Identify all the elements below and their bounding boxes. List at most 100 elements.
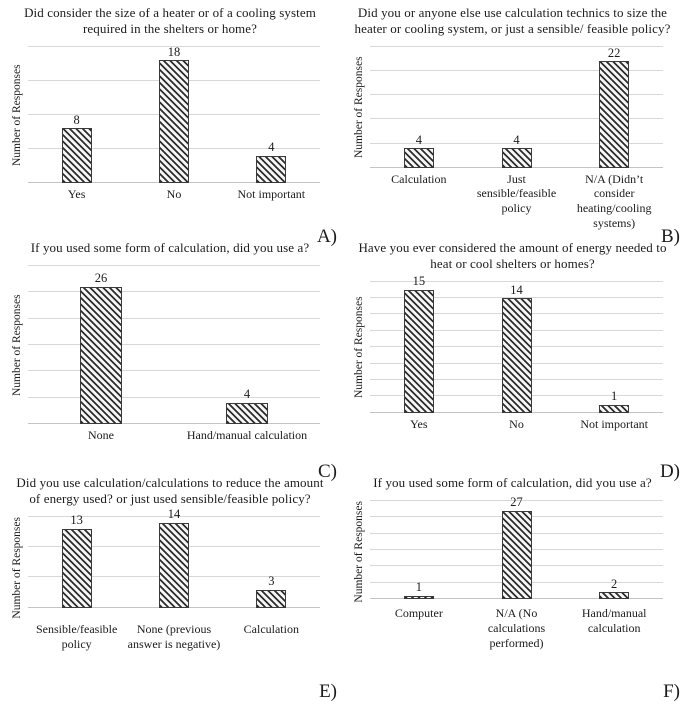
bar-value-label: 14 [167, 507, 181, 522]
x-axis-tick-label: No [509, 416, 524, 431]
bars-group: 4 4 22 [370, 47, 663, 168]
bars-group: 13 14 3 [28, 508, 320, 608]
x-axis-labels: None Hand/manual calculation [28, 424, 320, 443]
chart-area: Number of Responses 13 14 3 [6, 508, 334, 619]
plot-area: 1 27 2 [370, 496, 663, 599]
panel-letter-d: D) [659, 461, 680, 482]
chart-panel-b: Did you or anyone else use calculation t… [342, 0, 685, 246]
bar-slot: 27 [468, 496, 566, 599]
x-axis-tick-label: Hand/manual calculation [581, 606, 647, 636]
x-axis-labels: Calculation Just sensible/feasible policy… [370, 168, 663, 231]
panel-letter-c: C) [318, 461, 337, 482]
panel-letter-b: B) [661, 226, 680, 247]
x-axis-labels: Yes No Not important [28, 183, 320, 202]
chart-panel-c: If you used some form of calculation, di… [0, 235, 342, 481]
bar [403, 289, 434, 413]
bar-value-label: 1 [611, 389, 618, 404]
x-axis-tick-label: Sensible/feasible policy [36, 622, 118, 651]
bar [158, 522, 189, 608]
bar-value-label: 15 [412, 274, 426, 289]
bar [256, 155, 287, 183]
x-axis-labels: Yes No Not important [370, 413, 663, 432]
x-axis-tick-label: No [166, 186, 182, 201]
x-axis-tick-label: Not important [237, 186, 306, 201]
bar-value-label: 1 [415, 580, 422, 595]
chart-title: Have you ever considered the amount of e… [358, 240, 667, 271]
bar-slot: 14 [125, 508, 222, 608]
bar-slot: 2 [565, 501, 663, 599]
x-axis-tick-label: Just sensible/feasible policy [476, 171, 557, 215]
bar-slot: 1 [565, 282, 663, 413]
bar-value-label: 18 [167, 44, 181, 59]
bar-value-label: 13 [70, 513, 83, 528]
bar [61, 128, 92, 183]
gridline [370, 297, 663, 299]
bar [501, 298, 532, 413]
bars-group: 1 27 2 [370, 496, 663, 599]
plot-area: 4 4 22 [370, 45, 663, 168]
bar [599, 592, 630, 599]
chart-title: Did you or anyone else use calculation t… [354, 5, 671, 36]
bar [80, 286, 122, 424]
y-axis-label: Number of Responses [11, 516, 23, 619]
bar-value-label: 27 [510, 495, 523, 510]
bar [403, 148, 434, 168]
y-axis-label: Number of Responses [11, 63, 23, 166]
bars-group: 8 18 4 [28, 44, 320, 183]
plot-area: 8 18 4 [28, 44, 320, 183]
gridline [370, 118, 663, 120]
bar-slot: 22 [565, 47, 663, 168]
x-axis-tick-label: Calculation [391, 171, 447, 186]
chart-title: If you used some form of calculation, di… [30, 240, 310, 255]
plot-area: 26 4 [28, 264, 320, 424]
bar-value-label: 4 [268, 140, 275, 155]
panel-letter-e: E) [319, 681, 337, 702]
gridline [370, 69, 663, 71]
gridline [28, 396, 320, 398]
chart-panel-d: Have you ever considered the amount of e… [342, 235, 685, 481]
chart-title: If you used some form of calculation, di… [373, 475, 652, 490]
gridline [28, 317, 320, 319]
gridline [28, 343, 320, 345]
chart-area: Number of Responses 26 4 [6, 264, 334, 424]
gridline [370, 142, 663, 144]
gridline [28, 45, 320, 47]
panel-letter-a: A) [316, 226, 337, 247]
bar-slot: 4 [223, 47, 320, 183]
bar-slot: 13 [28, 513, 125, 608]
x-axis-tick-label: Hand/manual calculation [186, 427, 308, 442]
chart-area: Number of Responses 1 27 2 [348, 496, 677, 602]
bar-slot: 3 [223, 517, 320, 608]
gridline [370, 499, 663, 501]
x-axis-line [28, 422, 320, 424]
chart-area: Number of Responses 15 14 1 [348, 275, 677, 413]
gridline [28, 264, 320, 266]
chart-panel-a: Did consider the size of a heater or of … [0, 0, 342, 246]
bars-group: 15 14 1 [370, 275, 663, 413]
x-axis-tick-label: None [88, 427, 114, 442]
gridline [28, 370, 320, 372]
bar-value-label: 3 [268, 574, 275, 589]
chart-panel-f: If you used some form of calculation, di… [342, 470, 685, 705]
bar-slot: 4 [174, 266, 320, 424]
gridline [370, 45, 663, 47]
bar-value-label: 26 [94, 271, 108, 286]
plot-area: 13 14 3 [28, 508, 320, 608]
chart-title: Did you use calculation/calculations to … [16, 475, 324, 506]
bar-slot: 4 [468, 47, 566, 168]
x-axis-tick-label: Calculation [243, 622, 299, 637]
gridline [370, 94, 663, 96]
bar-slot: 1 [370, 501, 468, 599]
x-axis-tick-label: Yes [410, 416, 428, 431]
x-axis-tick-label: None (previous answer is negative) [127, 622, 221, 651]
bar [158, 60, 189, 183]
gridline [370, 280, 663, 282]
y-axis-label: Number of Responses [353, 56, 365, 159]
bar-value-label: 14 [510, 282, 523, 297]
bar-value-label: 22 [607, 45, 621, 60]
bar-slot: 15 [370, 275, 468, 413]
bar [501, 148, 532, 168]
bar [226, 402, 268, 424]
chart-title: Did consider the size of a heater or of … [24, 5, 316, 36]
